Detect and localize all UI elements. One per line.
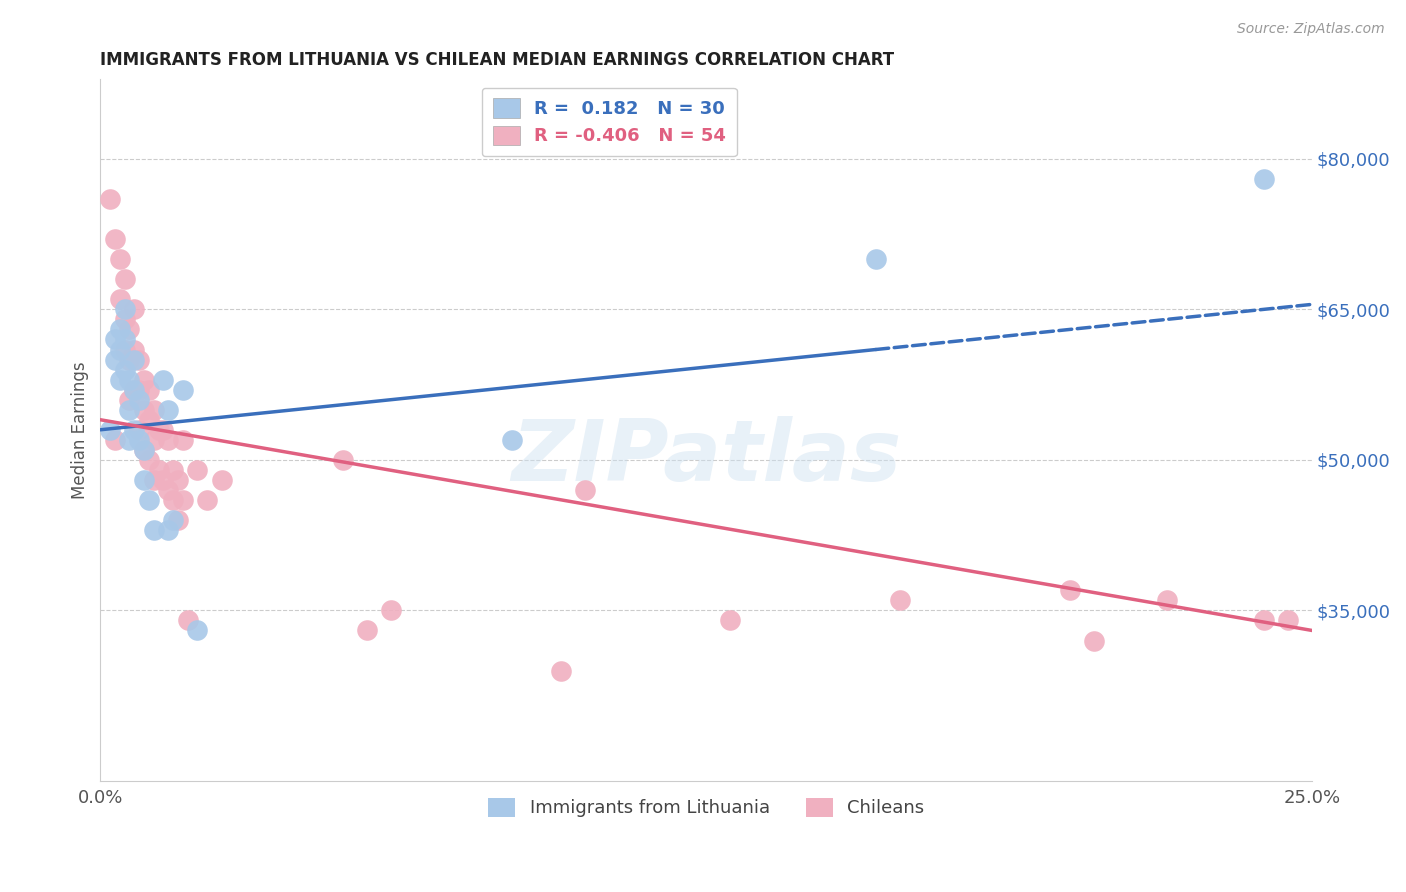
Point	[114, 362, 136, 376]
Point	[108, 293, 131, 307]
Point	[211, 473, 233, 487]
Point	[889, 593, 911, 607]
Point	[172, 493, 194, 508]
Point	[128, 383, 150, 397]
Point	[162, 463, 184, 477]
Point	[186, 624, 208, 638]
Legend: Immigrants from Lithuania, Chileans: Immigrants from Lithuania, Chileans	[481, 791, 932, 824]
Point	[1253, 172, 1275, 186]
Point	[157, 483, 180, 497]
Point	[720, 614, 742, 628]
Point	[157, 433, 180, 447]
Point	[118, 402, 141, 417]
Point	[132, 442, 155, 457]
Point	[118, 392, 141, 407]
Point	[167, 473, 190, 487]
Point	[865, 252, 887, 267]
Point	[138, 383, 160, 397]
Point	[128, 352, 150, 367]
Text: ZIPatlas: ZIPatlas	[512, 417, 901, 500]
Point	[128, 392, 150, 407]
Point	[114, 343, 136, 357]
Point	[1253, 614, 1275, 628]
Point	[138, 493, 160, 508]
Point	[152, 473, 174, 487]
Point	[157, 402, 180, 417]
Point	[356, 624, 378, 638]
Point	[142, 433, 165, 447]
Point	[138, 453, 160, 467]
Point	[380, 603, 402, 617]
Point	[167, 513, 190, 527]
Point	[1083, 633, 1105, 648]
Point	[108, 343, 131, 357]
Point	[104, 433, 127, 447]
Text: Source: ZipAtlas.com: Source: ZipAtlas.com	[1237, 22, 1385, 37]
Point	[162, 513, 184, 527]
Point	[124, 352, 146, 367]
Point	[114, 302, 136, 317]
Point	[132, 442, 155, 457]
Point	[162, 493, 184, 508]
Point	[186, 463, 208, 477]
Point	[128, 423, 150, 437]
Point	[142, 523, 165, 537]
Point	[1277, 614, 1299, 628]
Point	[574, 483, 596, 497]
Point	[118, 373, 141, 387]
Point	[152, 373, 174, 387]
Point	[118, 433, 141, 447]
Point	[128, 433, 150, 447]
Point	[114, 333, 136, 347]
Point	[1156, 593, 1178, 607]
Point	[118, 322, 141, 336]
Point	[142, 473, 165, 487]
Point	[148, 463, 170, 477]
Point	[152, 423, 174, 437]
Point	[98, 192, 121, 206]
Point	[104, 333, 127, 347]
Point	[1059, 583, 1081, 598]
Text: IMMIGRANTS FROM LITHUANIA VS CHILEAN MEDIAN EARNINGS CORRELATION CHART: IMMIGRANTS FROM LITHUANIA VS CHILEAN MED…	[100, 51, 894, 69]
Point	[501, 433, 523, 447]
Y-axis label: Median Earnings: Median Earnings	[72, 361, 89, 499]
Point	[550, 664, 572, 678]
Point	[172, 433, 194, 447]
Point	[195, 493, 218, 508]
Point	[108, 322, 131, 336]
Point	[108, 373, 131, 387]
Point	[132, 473, 155, 487]
Point	[98, 423, 121, 437]
Point	[138, 413, 160, 427]
Point	[124, 343, 146, 357]
Point	[104, 352, 127, 367]
Point	[142, 402, 165, 417]
Point	[148, 423, 170, 437]
Point	[118, 352, 141, 367]
Point	[124, 302, 146, 317]
Point	[172, 383, 194, 397]
Point	[124, 383, 146, 397]
Point	[124, 423, 146, 437]
Point	[132, 402, 155, 417]
Point	[108, 252, 131, 267]
Point	[332, 453, 354, 467]
Point	[124, 383, 146, 397]
Point	[176, 614, 198, 628]
Point	[104, 232, 127, 246]
Point	[114, 312, 136, 326]
Point	[132, 373, 155, 387]
Point	[114, 272, 136, 286]
Point	[157, 523, 180, 537]
